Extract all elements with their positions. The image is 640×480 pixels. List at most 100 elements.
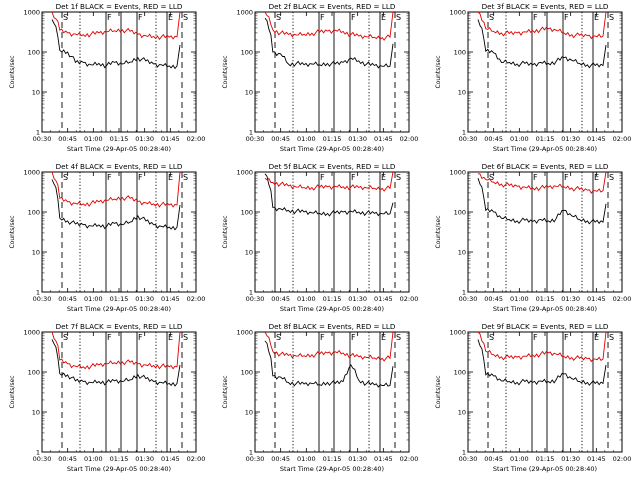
x-tick-label: 00:30 <box>459 455 478 463</box>
y-tick-label: 10 <box>458 248 466 256</box>
chart-panel-4: Det 4f BLACK = Events, RED = LLD Counts/s… <box>0 160 213 320</box>
chart-panel-3: Det 3f BLACK = Events, RED = LLD Counts/s… <box>426 0 639 160</box>
y-axis-label: Counts/sec <box>435 375 442 408</box>
series-line-events <box>51 19 181 70</box>
x-tick-label: 01:30 <box>561 135 580 143</box>
x-tick-label: 01:15 <box>110 295 129 303</box>
marker-label: S <box>276 333 281 342</box>
x-tick-label: 01:00 <box>510 135 529 143</box>
x-tick-label: 00:30 <box>33 135 52 143</box>
series-line-events <box>264 340 394 388</box>
series-line-lld <box>264 11 394 41</box>
marker-label: F <box>564 173 569 182</box>
y-axis-label: Counts/sec <box>222 215 229 248</box>
x-tick-label: 00:45 <box>271 455 290 463</box>
y-axis-label: Counts/sec <box>222 55 229 88</box>
x-tick-label: 01:15 <box>323 455 342 463</box>
x-tick-label: 02:00 <box>187 295 206 303</box>
y-tick-label: 1000 <box>449 168 466 176</box>
marker-label: S <box>609 333 614 342</box>
marker-label: E <box>168 173 173 182</box>
chart-svg: Det 9f BLACK = Events, RED = LLD Counts/s… <box>435 322 631 473</box>
x-tick-label: 01:30 <box>561 455 580 463</box>
x-tick-label: 00:45 <box>58 295 77 303</box>
y-tick-label: 1 <box>36 448 40 456</box>
series-line-lld <box>51 171 181 208</box>
chart-panel-8: Det 8f BLACK = Events, RED = LLD Counts/s… <box>213 320 426 480</box>
marker-label: F <box>320 13 325 22</box>
series-line-events <box>477 339 607 386</box>
x-axis-label: Start Time (29-Apr-05 00:28:40) <box>493 465 597 473</box>
y-tick-label: 100 <box>454 368 466 376</box>
x-axis-label: Start Time (29-Apr-05 00:28:40) <box>280 465 384 473</box>
x-tick-label: 01:30 <box>348 455 367 463</box>
y-tick-label: 1000 <box>449 8 466 16</box>
x-tick-label: 02:00 <box>187 135 206 143</box>
marker-label: S <box>396 333 401 342</box>
x-tick-label: 02:00 <box>400 135 419 143</box>
series-line-lld <box>51 331 181 370</box>
x-tick-label: 01:30 <box>348 295 367 303</box>
marker-label: F <box>320 173 325 182</box>
marker-label: F <box>564 13 569 22</box>
y-axis-label: Counts/sec <box>9 215 16 248</box>
y-tick-label: 10 <box>32 248 40 256</box>
marker-label: S <box>489 173 494 182</box>
y-tick-label: 100 <box>28 208 40 216</box>
marker-label: E <box>594 173 599 182</box>
marker-label: F <box>138 333 143 342</box>
marker-label: E <box>594 13 599 22</box>
x-tick-label: 00:45 <box>484 295 503 303</box>
plot-frame <box>254 331 410 453</box>
x-tick-label: 01:45 <box>587 135 606 143</box>
marker-label: F <box>351 13 356 22</box>
marker-label: E <box>381 333 386 342</box>
y-tick-label: 10 <box>245 88 253 96</box>
x-tick-label: 00:30 <box>246 455 265 463</box>
y-tick-label: 10 <box>458 88 466 96</box>
x-tick-label: 01:45 <box>161 135 180 143</box>
chart-title: Det 9f BLACK = Events, RED = LLD <box>482 322 609 331</box>
y-tick-label: 10 <box>245 408 253 416</box>
chart-svg: Det 2f BLACK = Events, RED = LLD Counts/s… <box>222 2 419 153</box>
marker-label: S <box>183 173 188 182</box>
y-tick-label: 1000 <box>23 168 40 176</box>
marker-label: F <box>533 173 538 182</box>
chart-panel-6: Det 6f BLACK = Events, RED = LLD Counts/s… <box>426 160 639 320</box>
marker-label: S <box>396 13 401 22</box>
marker-label: F <box>138 13 143 22</box>
chart-panel-1: Det 1f BLACK = Events, RED = LLD Counts/s… <box>0 0 213 160</box>
marker-label: S <box>276 13 281 22</box>
chart-svg: Det 3f BLACK = Events, RED = LLD Counts/s… <box>435 2 632 153</box>
x-tick-label: 00:30 <box>246 135 265 143</box>
x-tick-label: 01:45 <box>161 295 180 303</box>
x-tick-label: 01:15 <box>323 135 342 143</box>
marker-label: E <box>168 333 173 342</box>
y-tick-label: 100 <box>28 368 40 376</box>
y-tick-label: 1 <box>249 128 253 136</box>
x-tick-label: 00:30 <box>33 455 52 463</box>
x-tick-label: 01:30 <box>135 135 154 143</box>
marker-label: E <box>594 333 599 342</box>
y-tick-label: 1 <box>249 448 253 456</box>
series-line-events <box>264 173 394 217</box>
y-tick-label: 100 <box>454 48 466 56</box>
x-tick-label: 00:45 <box>484 455 503 463</box>
x-tick-label: 01:00 <box>297 135 316 143</box>
chart-title: Det 4f BLACK = Events, RED = LLD <box>56 162 183 171</box>
x-tick-label: 01:45 <box>374 135 393 143</box>
x-tick-label: 02:00 <box>400 295 419 303</box>
marker-label: S <box>609 173 614 182</box>
x-tick-label: 01:45 <box>161 455 180 463</box>
x-tick-label: 02:00 <box>613 135 632 143</box>
x-tick-label: 01:00 <box>510 455 529 463</box>
x-tick-label: 00:30 <box>246 295 265 303</box>
chart-title: Det 8f BLACK = Events, RED = LLD <box>269 322 396 331</box>
x-tick-label: 00:45 <box>271 135 290 143</box>
x-tick-label: 02:00 <box>187 455 206 463</box>
x-tick-label: 00:30 <box>33 295 52 303</box>
series-line-events <box>264 17 394 69</box>
x-tick-label: 00:30 <box>459 135 478 143</box>
marker-label: S <box>489 333 494 342</box>
chart-title: Det 5f BLACK = Events, RED = LLD <box>269 162 396 171</box>
